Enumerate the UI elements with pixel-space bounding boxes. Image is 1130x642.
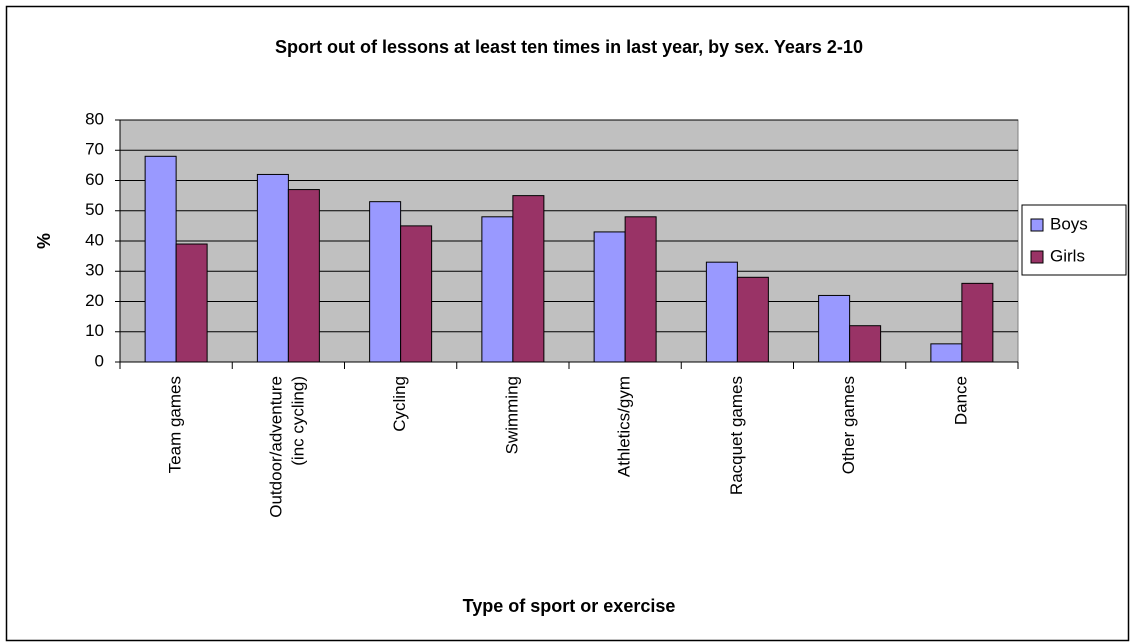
y-tick-label: 0 [95,351,104,370]
bar [961,282,994,363]
x-tick-label: Racquet games [727,376,746,495]
y-tick-label: 10 [85,321,104,340]
y-tick-label: 80 [85,109,104,128]
x-axis-title: Type of sport or exercise [463,596,676,616]
bar [593,231,626,363]
bar [736,276,769,363]
bar [705,261,738,363]
bar [624,216,657,363]
y-tick-label: 30 [85,261,104,280]
bar [287,189,320,363]
x-tick-label: Team games [166,376,185,473]
y-tick-label: 70 [85,140,104,159]
y-tick-label: 20 [85,291,104,310]
legend-label: Boys [1050,214,1088,233]
y-axis-title: % [34,233,54,249]
chart-title: Sport out of lessons at least ten times … [275,37,863,57]
x-tick-label: Cycling [390,376,409,432]
x-tick-label: Swimming [502,376,521,454]
legend-swatch [1030,218,1044,232]
x-tick-label: Outdoor/adventure (inc cycling) [267,376,308,518]
bar [256,173,289,363]
bar [818,294,851,363]
bar [849,325,882,363]
x-tick-label: Athletics/gym [615,376,634,477]
bar [144,155,177,363]
y-tick-label: 60 [85,170,104,189]
legend-swatch [1030,250,1044,264]
x-tick-label: Dance [951,376,970,425]
bar [400,225,433,363]
legend-label: Girls [1050,246,1085,265]
y-tick-label: 40 [85,230,104,249]
bar [175,243,208,363]
bar [481,216,514,363]
bar [930,343,963,363]
x-tick-label: Other games [839,376,858,474]
y-tick-label: 50 [85,200,104,219]
bar [369,201,402,363]
bar [512,195,545,363]
